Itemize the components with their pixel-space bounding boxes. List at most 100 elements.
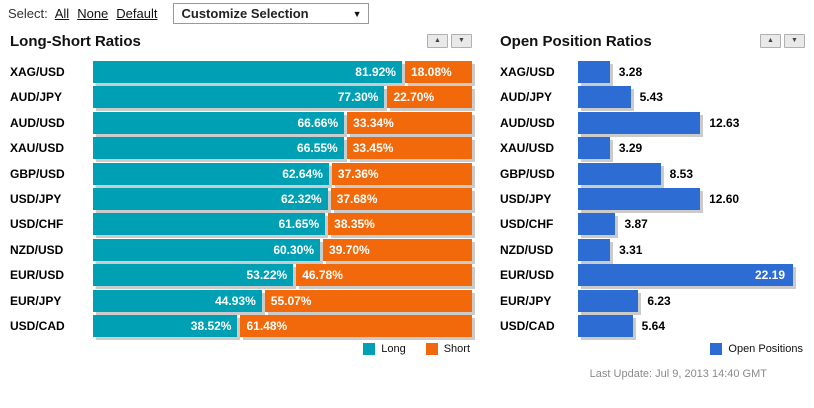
open-position-title: Open Position Ratios <box>500 32 652 50</box>
open-position-value-label: 5.64 <box>641 318 665 333</box>
open-position-legend: Open Positions <box>500 342 805 355</box>
short-bar-segment: 38.35% <box>328 213 472 236</box>
long-short-row: USD/CHF 61.65% 38.35% <box>10 213 472 236</box>
open-position-ratios-panel: Open Position Ratios ▲ ▼ XAG/USD 3.28 AU… <box>500 30 805 380</box>
open-position-row: EUR/USD 22.19 <box>500 264 805 287</box>
long-short-sort-controls: ▲ ▼ <box>427 34 472 48</box>
long-short-row: XAU/USD 66.55% 33.45% <box>10 137 472 160</box>
open-position-bar <box>578 137 610 160</box>
short-value-label: 46.78% <box>302 268 343 283</box>
open-position-bar <box>578 162 661 185</box>
currency-pair-label: NZD/USD <box>10 242 64 257</box>
select-none-link[interactable]: None <box>77 6 109 21</box>
short-value-label: 22.70% <box>393 90 435 105</box>
long-short-row: EUR/JPY 44.93% 55.07% <box>10 289 472 312</box>
open-position-bar-track: 3.87 <box>578 213 793 236</box>
short-bar-segment: 55.07% <box>264 289 472 312</box>
short-bar-segment: 37.68% <box>330 187 472 210</box>
currency-pair-label: USD/JPY <box>500 191 552 206</box>
open-position-value-label: 5.43 <box>639 90 663 105</box>
long-short-bar-track: 81.92% 18.08% <box>93 61 472 83</box>
long-short-bar-track: 62.64% 37.36% <box>93 162 472 185</box>
open-position-bar-track: 5.64 <box>578 314 793 337</box>
short-swatch-icon <box>425 342 438 355</box>
long-swatch-icon <box>363 342 376 355</box>
open-position-bar-track: 3.29 <box>578 137 793 160</box>
open-position-row: NZD/USD 3.31 <box>500 238 805 261</box>
sort-ascending-button[interactable]: ▲ <box>427 34 448 48</box>
legend-item-long: Long <box>363 342 406 355</box>
currency-pair-label: GBP/USD <box>10 166 65 181</box>
open-position-row: EUR/JPY 6.23 <box>500 289 805 312</box>
select-all-link[interactable]: All <box>54 6 70 21</box>
open-position-bar-track: 3.28 <box>578 61 793 83</box>
open-position-bar-track: 12.63 <box>578 111 793 134</box>
open-position-bar <box>578 111 701 134</box>
open-position-value-label: 6.23 <box>647 293 671 308</box>
long-short-legend: Long Short <box>10 342 472 355</box>
long-short-row: EUR/USD 53.22% 46.78% <box>10 264 472 287</box>
currency-pair-label: AUD/JPY <box>500 90 553 105</box>
currency-pair-label: EUR/JPY <box>10 293 62 308</box>
currency-pair-label: EUR/JPY <box>500 293 552 308</box>
currency-pair-label: NZD/USD <box>500 242 554 257</box>
long-short-bar-track: 60.30% 39.70% <box>93 238 472 261</box>
long-bar-segment: 61.65% <box>93 213 326 236</box>
currency-pair-label: XAU/USD <box>10 141 65 156</box>
customize-selection-dropdown[interactable]: Customize Selection ▼ <box>173 3 370 24</box>
legend-open-positions-label: Open Positions <box>728 342 803 355</box>
legend-item-open-positions: Open Positions <box>710 342 803 355</box>
short-bar-segment: 39.70% <box>323 238 472 261</box>
long-short-bar-track: 38.52% 61.48% <box>93 314 472 337</box>
open-position-row: USD/JPY 12.60 <box>500 187 805 210</box>
open-position-bar <box>578 213 616 236</box>
short-value-label: 33.45% <box>352 141 394 156</box>
long-short-bar-track: 66.66% 33.34% <box>93 111 472 134</box>
open-position-bar-track: 5.43 <box>578 86 793 109</box>
currency-pair-label: USD/CAD <box>500 318 555 333</box>
open-position-bar-track: 3.31 <box>578 238 793 261</box>
currency-pair-label: XAG/USD <box>500 65 555 79</box>
open-position-rows: XAG/USD 3.28 AUD/JPY 5.43 AUD/USD 12.63 … <box>500 61 805 337</box>
open-position-bar <box>578 264 793 287</box>
long-value-label: 53.22% <box>246 268 288 283</box>
long-value-label: 61.65% <box>278 217 320 232</box>
currency-pair-label: XAG/USD <box>10 65 65 79</box>
open-position-value-label: 12.60 <box>709 191 740 206</box>
currency-pair-label: USD/JPY <box>10 191 62 206</box>
currency-pair-label: USD/CHF <box>500 217 554 232</box>
currency-pair-label: AUD/USD <box>10 115 65 130</box>
short-value-label: 39.70% <box>329 242 370 257</box>
select-label: Select: <box>8 6 48 21</box>
legend-item-short: Short <box>425 342 470 355</box>
short-value-label: 55.07% <box>270 293 312 308</box>
long-short-title: Long-Short Ratios <box>10 32 141 50</box>
short-bar-segment: 37.36% <box>331 162 472 185</box>
currency-pair-label: AUD/JPY <box>10 90 63 105</box>
open-position-bar <box>578 86 631 109</box>
short-value-label: 37.36% <box>337 166 379 181</box>
long-short-ratios-panel: Long-Short Ratios ▲ ▼ XAG/USD 81.92% 18.… <box>10 30 472 355</box>
short-bar-segment: 33.45% <box>346 137 472 160</box>
open-position-value-label: 3.87 <box>624 217 648 232</box>
sort-ascending-button[interactable]: ▲ <box>760 34 781 48</box>
short-bar-segment: 61.48% <box>240 314 472 337</box>
open-position-row: USD/CAD 5.64 <box>500 314 805 337</box>
long-short-header: Long-Short Ratios ▲ ▼ <box>10 30 472 52</box>
long-short-bar-track: 77.30% 22.70% <box>93 86 472 109</box>
long-short-row: GBP/USD 62.64% 37.36% <box>10 162 472 185</box>
last-update-timestamp: Last Update: Jul 9, 2013 14:40 GMT <box>589 367 767 380</box>
long-bar-segment: 62.64% <box>93 162 329 185</box>
short-bar-segment: 18.08% <box>404 61 472 83</box>
long-bar-segment: 60.30% <box>93 238 321 261</box>
legend-short-label: Short <box>443 342 470 355</box>
long-bar-segment: 38.52% <box>93 314 238 337</box>
sort-descending-button[interactable]: ▼ <box>784 34 805 48</box>
select-default-link[interactable]: Default <box>116 6 158 21</box>
open-position-bar <box>578 187 701 210</box>
long-short-row: USD/CAD 38.52% 61.48% <box>10 314 472 337</box>
open-position-row: XAU/USD 3.29 <box>500 137 805 160</box>
open-position-row: AUD/JPY 5.43 <box>500 86 805 109</box>
sort-descending-button[interactable]: ▼ <box>451 34 472 48</box>
long-short-row: XAG/USD 81.92% 18.08% <box>10 61 472 83</box>
